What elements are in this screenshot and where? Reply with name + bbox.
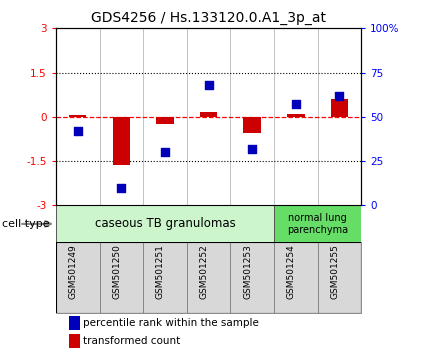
- Bar: [143, 242, 187, 313]
- Text: GSM501253: GSM501253: [243, 245, 252, 299]
- Point: [292, 102, 299, 107]
- Text: cell type: cell type: [2, 219, 50, 229]
- Point: [162, 149, 169, 155]
- Point: [118, 185, 125, 190]
- Bar: [274, 205, 361, 242]
- Bar: [318, 242, 361, 313]
- Text: GSM501254: GSM501254: [287, 245, 296, 299]
- Bar: [99, 242, 143, 313]
- Bar: [56, 205, 274, 242]
- Text: transformed count: transformed count: [83, 336, 180, 346]
- Text: caseous TB granulomas: caseous TB granulomas: [95, 217, 235, 230]
- Point: [336, 93, 343, 98]
- Point: [205, 82, 212, 88]
- Text: GSM501250: GSM501250: [112, 245, 121, 299]
- Title: GDS4256 / Hs.133120.0.A1_3p_at: GDS4256 / Hs.133120.0.A1_3p_at: [91, 11, 326, 24]
- Bar: [113, 117, 130, 165]
- Text: normal lung
parenchyma: normal lung parenchyma: [287, 213, 348, 235]
- Text: percentile rank within the sample: percentile rank within the sample: [83, 318, 258, 328]
- Bar: [156, 117, 174, 124]
- Bar: [287, 114, 304, 117]
- Bar: [243, 117, 261, 133]
- Bar: [187, 242, 230, 313]
- Bar: [200, 112, 217, 117]
- Text: GSM501251: GSM501251: [156, 245, 165, 299]
- Point: [74, 128, 81, 134]
- Bar: [69, 115, 86, 117]
- Bar: [331, 99, 348, 117]
- Point: [249, 146, 255, 152]
- Text: GSM501255: GSM501255: [330, 245, 339, 299]
- Text: GSM501249: GSM501249: [69, 245, 78, 299]
- Bar: [230, 242, 274, 313]
- Bar: [56, 242, 99, 313]
- Text: GSM501252: GSM501252: [200, 245, 209, 299]
- Bar: [274, 242, 318, 313]
